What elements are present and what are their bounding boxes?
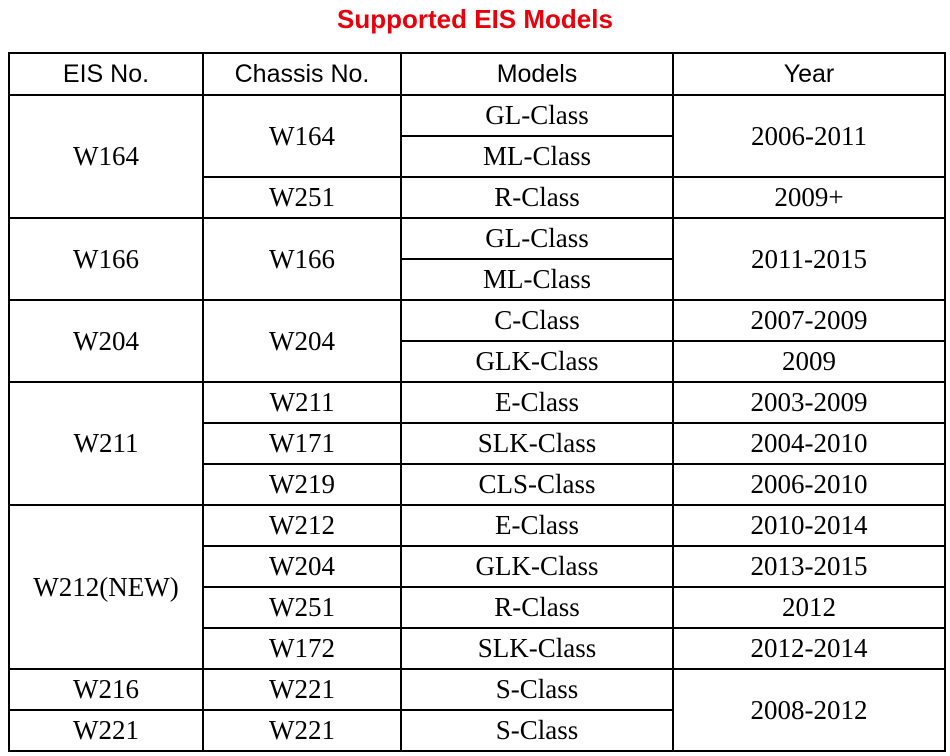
table-cell: S-Class <box>400 709 674 752</box>
table-cell: GLK-Class <box>400 340 674 383</box>
table-cell: 2012 <box>672 586 946 629</box>
table-cell: E-Class <box>400 504 674 547</box>
table-row: W251 R-Class 2009+ <box>9 176 946 219</box>
title: Supported EIS Models <box>337 4 613 34</box>
table-cell: C-Class <box>400 299 674 342</box>
table-cell: W221 <box>8 709 204 752</box>
table-cell: W216 <box>8 668 204 711</box>
table-cell: SLK-Class <box>400 422 674 465</box>
table-cell: W171 <box>202 422 402 465</box>
table-cell: W212 <box>202 504 402 547</box>
table-cell: 2010-2014 <box>672 504 946 547</box>
table-row: W171 SLK-Class 2004-2010 <box>9 422 946 465</box>
table-cell: ML-Class <box>400 135 674 178</box>
header-row: EIS No. Chassis No. Models Year <box>8 52 946 96</box>
table-cell: W204 <box>8 299 204 383</box>
table-cell: W164 <box>202 94 402 178</box>
table-cell: W204 <box>202 299 402 383</box>
table-row: W216 W221 S-Class 2008-2012 <box>8 668 946 752</box>
table-cell: GLK-Class <box>400 545 674 588</box>
table-cell: 2009+ <box>672 176 946 219</box>
table-cell: W221 <box>202 709 402 752</box>
table-row: ML-Class <box>9 258 945 301</box>
table-cell: SLK-Class <box>400 627 674 670</box>
header-cell: Models <box>400 52 674 96</box>
table-cell: 2006-2011 <box>672 94 946 178</box>
table-row: W166 W166 GL-Class 2011-2015 <box>8 217 946 301</box>
table-row: W164 W164 GL-Class 2006-2011 <box>8 94 946 219</box>
header-cell: Year <box>672 52 946 96</box>
table-row: W172 SLK-Class 2012-2014 <box>9 627 946 670</box>
table-cell: 2003-2009 <box>672 381 946 424</box>
table-row: W221 W221 S-Class <box>8 709 945 752</box>
table-cell: 2007-2009 <box>672 299 946 342</box>
table-cell: GL-Class <box>400 94 674 137</box>
table-row: W212(NEW) W212 E-Class 2010-2014 <box>8 504 946 670</box>
table-cell: W211 <box>202 381 402 424</box>
table-cell: GL-Class <box>400 217 674 260</box>
header-cell: EIS No. <box>8 52 204 96</box>
table-cell: 2013-2015 <box>672 545 946 588</box>
table-cell: 2012-2014 <box>672 627 946 670</box>
table-cell: 2006-2010 <box>672 463 946 506</box>
table-cell: S-Class <box>400 668 674 711</box>
table-cell: W251 <box>202 176 402 219</box>
table-cell: W164 <box>8 94 204 219</box>
table-cell: W219 <box>202 463 402 506</box>
table-cell: 2004-2010 <box>672 422 946 465</box>
table-row: ML-Class <box>9 135 945 178</box>
table-cell: 2008-2012 <box>672 668 946 752</box>
table-cell: W172 <box>202 627 402 670</box>
table-cell: 2009 <box>672 340 946 383</box>
table-cell: W251 <box>202 586 402 629</box>
table-cell: W212(NEW) <box>8 504 204 670</box>
table-cell: W166 <box>8 217 204 301</box>
table-row: W251 R-Class 2012 <box>9 586 946 629</box>
table-cell: 2011-2015 <box>672 217 946 301</box>
table-cell: W166 <box>202 217 402 301</box>
header-cell: Chassis No. <box>202 52 402 96</box>
table-cell: W204 <box>202 545 402 588</box>
table-cell: R-Class <box>400 176 674 219</box>
table-row: W204 W204 C-Class 2007-2009 <box>8 299 946 383</box>
table-cell: W211 <box>8 381 204 506</box>
table-cell: R-Class <box>400 586 674 629</box>
table-row: GLK-Class 2009 <box>9 340 946 383</box>
table-cell: W221 <box>202 668 402 711</box>
table-row: W204 GLK-Class 2013-2015 <box>9 545 946 588</box>
table-cell: ML-Class <box>400 258 674 301</box>
table-cell: E-Class <box>400 381 674 424</box>
models-table: EIS No. Chassis No. Models Year W164 W164 GL-… <box>8 52 946 752</box>
table-row: W219 CLS-Class 2006-2010 <box>9 463 946 506</box>
table-row: W211 W211 E-Class 2003-2009 <box>8 381 946 506</box>
table-cell: CLS-Class <box>400 463 674 506</box>
